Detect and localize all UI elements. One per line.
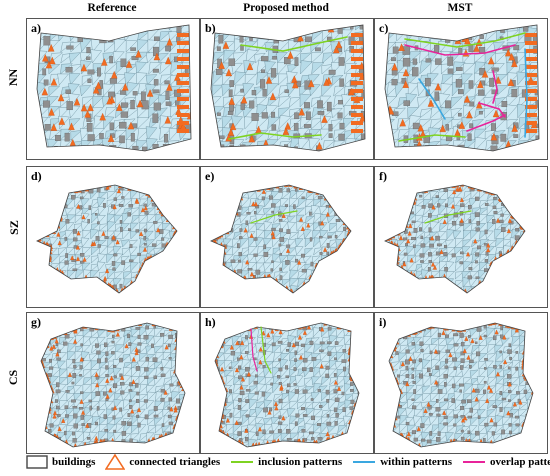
column-header-reference: Reference	[87, 2, 137, 14]
panel-label: h)	[205, 315, 216, 329]
triangulation-map	[388, 322, 534, 448]
triangulation-map	[210, 24, 366, 152]
panel-cs-mst: i)	[374, 312, 548, 454]
triangulation-map	[40, 322, 186, 448]
legend: buildings connected triangles inclusion …	[26, 452, 550, 472]
row-header-nn: NN	[6, 68, 21, 87]
panel-label: g)	[31, 315, 41, 329]
panel-cs-proposed: h)	[200, 312, 374, 454]
panel-label: i)	[379, 315, 387, 329]
panel-label: d)	[31, 169, 42, 183]
triangulation-map	[384, 184, 526, 294]
building-swatch-icon	[26, 455, 48, 469]
triangulation-map	[36, 184, 178, 294]
panel-label: c)	[379, 21, 389, 35]
panel-nn-proposed: b)	[200, 18, 374, 160]
panel-sz-reference: d)	[26, 166, 200, 308]
legend-inclusion: inclusion patterns	[230, 456, 342, 468]
row-header-sz: SZ	[6, 220, 21, 235]
panel-nn-mst: c)	[374, 18, 548, 160]
panel-label: a)	[31, 21, 41, 35]
triangulation-map	[214, 322, 360, 448]
triangulation-map	[210, 184, 352, 294]
panel-nn-reference: a)	[26, 18, 200, 160]
inclusion-line-icon	[231, 461, 254, 463]
overlap-line-icon	[463, 461, 486, 463]
triangulation-map	[384, 24, 540, 152]
panel-sz-proposed: e)	[200, 166, 374, 308]
column-header-proposed: Proposed method	[243, 2, 329, 14]
row-header-cs: CS	[6, 369, 21, 386]
panel-label: b)	[205, 21, 216, 35]
panel-label: e)	[205, 169, 215, 183]
panel-cs-reference: g)	[26, 312, 200, 454]
column-header-mst: MST	[447, 2, 473, 14]
panel-label: f)	[379, 169, 387, 183]
mesh-group	[389, 323, 533, 447]
legend-connected-triangles: connected triangles	[105, 454, 220, 470]
within-line-icon	[353, 461, 376, 463]
legend-within: within patterns	[352, 456, 452, 468]
triangle-swatch-icon	[105, 454, 126, 470]
triangulation-map	[36, 24, 192, 152]
panel-sz-mst: f)	[374, 166, 548, 308]
legend-buildings: buildings	[26, 455, 95, 469]
legend-overlap: overlap patterns	[462, 456, 550, 468]
